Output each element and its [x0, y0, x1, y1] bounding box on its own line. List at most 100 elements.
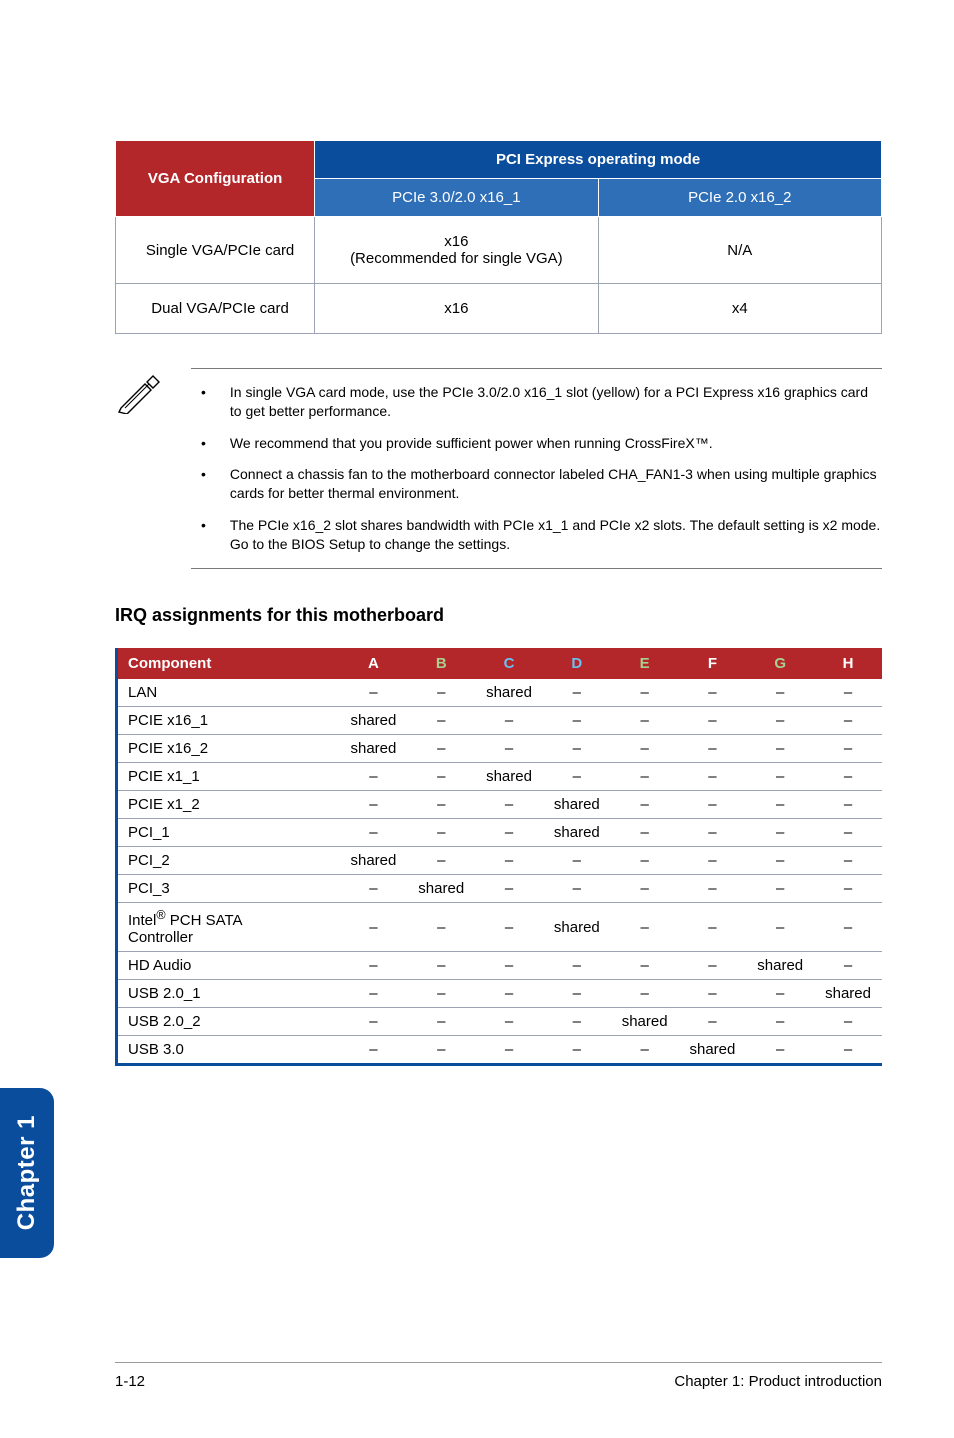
irq-cell: shared: [407, 875, 475, 903]
irq-cell: –: [543, 679, 611, 707]
irq-cell: –: [679, 735, 747, 763]
irq-cell: –: [475, 735, 543, 763]
irq-cell: –: [475, 875, 543, 903]
irq-cell: –: [611, 819, 679, 847]
irq-row-name: USB 3.0: [118, 1036, 340, 1064]
irq-cell: –: [475, 980, 543, 1008]
irq-col: F: [679, 648, 747, 679]
irq-cell: shared: [543, 819, 611, 847]
irq-cell: –: [407, 763, 475, 791]
irq-row-name: PCIE x1_2: [118, 791, 340, 819]
irq-cell: –: [679, 707, 747, 735]
irq-cell: –: [814, 1036, 882, 1064]
irq-cell: –: [746, 707, 814, 735]
irq-cell: –: [746, 735, 814, 763]
irq-cell: –: [475, 847, 543, 875]
irq-cell: –: [814, 952, 882, 980]
irq-cell: –: [679, 875, 747, 903]
pencil-icon: [115, 368, 161, 569]
irq-cell: –: [746, 1036, 814, 1064]
table-row: USB 3.0–––––shared––: [118, 1036, 882, 1064]
irq-cell: –: [611, 679, 679, 707]
irq-cell: –: [407, 735, 475, 763]
vga-row-col2: x4: [598, 284, 881, 334]
irq-cell: –: [543, 980, 611, 1008]
irq-cell: –: [407, 847, 475, 875]
irq-table: Component A B C D E F G H LAN––shared–––…: [118, 648, 882, 1063]
irq-cell: –: [679, 847, 747, 875]
irq-cell: –: [746, 763, 814, 791]
irq-cell: –: [475, 707, 543, 735]
chapter-tab: Chapter 1: [0, 1088, 54, 1258]
irq-cell: –: [814, 707, 882, 735]
irq-cell: –: [679, 903, 747, 952]
irq-cell: –: [679, 952, 747, 980]
irq-row-name: PCIE x16_2: [118, 735, 340, 763]
irq-col: E: [611, 648, 679, 679]
irq-cell: –: [611, 735, 679, 763]
table-row: Single VGA/PCIe card x16 (Recommended fo…: [116, 217, 882, 284]
irq-cell: shared: [340, 735, 408, 763]
irq-cell: –: [543, 875, 611, 903]
irq-cell: shared: [611, 1008, 679, 1036]
irq-cell: –: [814, 819, 882, 847]
table-row: PCIE x1_1––shared–––––: [118, 763, 882, 791]
irq-cell: –: [679, 763, 747, 791]
irq-cell: –: [407, 903, 475, 952]
irq-cell: –: [407, 952, 475, 980]
irq-cell: –: [746, 679, 814, 707]
irq-table-wrap: Component A B C D E F G H LAN––shared–––…: [115, 648, 882, 1066]
irq-cell: –: [543, 1008, 611, 1036]
irq-col: C: [475, 648, 543, 679]
irq-cell: –: [746, 903, 814, 952]
list-item: •The PCIe x16_2 slot shares bandwidth wi…: [191, 510, 882, 561]
list-item: •We recommend that you provide sufficien…: [191, 428, 882, 459]
vga-header-mode: PCI Express operating mode: [315, 141, 882, 179]
table-row: PCIE x1_2–––shared––––: [118, 791, 882, 819]
irq-cell: –: [543, 952, 611, 980]
table-row: PCIE x16_2shared–––––––: [118, 735, 882, 763]
irq-row-name: Intel® PCH SATAController: [118, 903, 340, 952]
irq-cell: –: [340, 952, 408, 980]
vga-row-label: Dual VGA/PCIe card: [116, 284, 315, 334]
irq-cell: –: [340, 791, 408, 819]
vga-row-col2: N/A: [598, 217, 881, 284]
irq-cell: –: [746, 847, 814, 875]
notes-block: •In single VGA card mode, use the PCIe 3…: [115, 368, 882, 569]
irq-row-name: LAN: [118, 679, 340, 707]
irq-cell: –: [475, 903, 543, 952]
vga-subheader-pcie1: PCIe 3.0/2.0 x16_1: [315, 179, 598, 217]
irq-cell: –: [611, 875, 679, 903]
irq-cell: –: [475, 1036, 543, 1064]
irq-row-name: PCIE x1_1: [118, 763, 340, 791]
irq-cell: shared: [814, 980, 882, 1008]
irq-row-name: HD Audio: [118, 952, 340, 980]
vga-subheader-pcie2: PCIe 2.0 x16_2: [598, 179, 881, 217]
irq-cell: –: [814, 847, 882, 875]
irq-cell: –: [475, 791, 543, 819]
irq-cell: –: [475, 819, 543, 847]
vga-config-table: VGA Configuration PCI Express operating …: [115, 140, 882, 334]
irq-cell: –: [611, 763, 679, 791]
irq-cell: shared: [340, 707, 408, 735]
irq-row-name: USB 2.0_1: [118, 980, 340, 1008]
irq-cell: shared: [679, 1036, 747, 1064]
irq-col: A: [340, 648, 408, 679]
irq-cell: –: [679, 791, 747, 819]
irq-row-name: PCIE x16_1: [118, 707, 340, 735]
table-row: Intel® PCH SATAController–––shared––––: [118, 903, 882, 952]
table-row: LAN––shared–––––: [118, 679, 882, 707]
irq-cell: –: [679, 980, 747, 1008]
irq-cell: –: [746, 980, 814, 1008]
irq-cell: –: [611, 952, 679, 980]
vga-row-col1: x16: [315, 284, 598, 334]
irq-cell: shared: [340, 847, 408, 875]
irq-cell: –: [814, 679, 882, 707]
table-row: PCI_3–shared––––––: [118, 875, 882, 903]
irq-heading: IRQ assignments for this motherboard: [115, 605, 882, 626]
vga-row-label: Single VGA/PCIe card: [116, 217, 315, 284]
irq-cell: –: [543, 735, 611, 763]
irq-cell: –: [611, 791, 679, 819]
irq-cell: –: [475, 1008, 543, 1036]
irq-cell: –: [340, 1008, 408, 1036]
